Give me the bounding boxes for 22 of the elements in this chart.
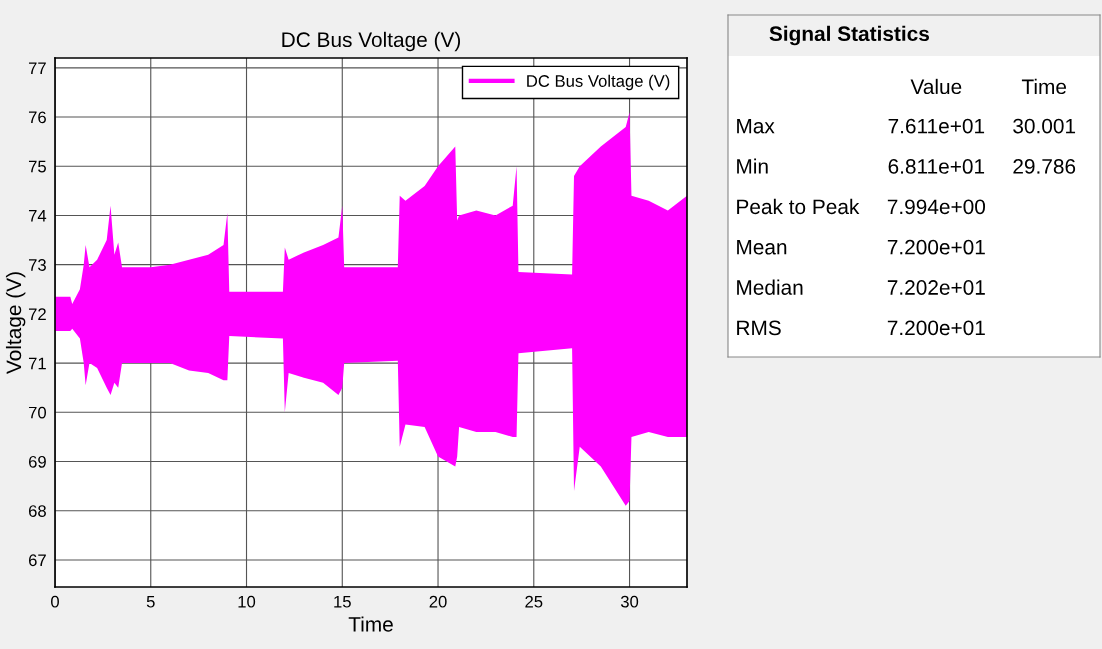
x-tick-label: 25 (525, 595, 543, 608)
y-tick-label: 72 (28, 308, 46, 320)
y-tick-label: 76 (28, 111, 46, 124)
y-tick-label: 74 (28, 210, 47, 222)
y-tick-label: 68 (28, 505, 46, 517)
x-tick-label: 15 (334, 595, 351, 608)
legend-label: DC Bus Voltage (V) (527, 74, 670, 91)
chart-title: DC Bus Voltage (V) (282, 31, 461, 52)
y-axis-title: Voltage (V) (5, 272, 26, 374)
x-tick-label: 10 (238, 595, 256, 608)
x-tick-label: 30 (620, 595, 639, 608)
y-tick-label: 75 (28, 160, 46, 173)
y-tick-label: 77 (28, 62, 46, 74)
x-axis-title: Time (348, 616, 393, 632)
y-tick-label: 71 (28, 357, 46, 370)
y-tick-label: 67 (28, 554, 46, 567)
y-tick-label: 73 (28, 259, 46, 271)
x-tick-label: 0 (51, 595, 59, 608)
y-tick-label: 70 (28, 406, 47, 419)
x-tick-label: 5 (146, 595, 155, 608)
x-tick-label: 20 (429, 595, 447, 608)
y-tick-label: 69 (28, 455, 46, 468)
